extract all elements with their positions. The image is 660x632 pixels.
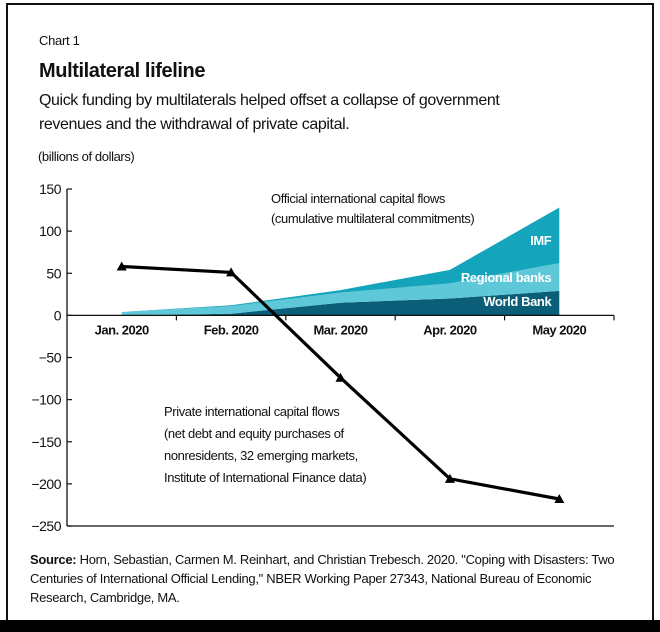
y-tick-label: −250 [31, 518, 61, 534]
annotation-private: Private international capital flows [164, 404, 340, 419]
y-tick-label: 100 [39, 223, 62, 239]
stacked-areas [121, 207, 560, 316]
y-tick-label: −200 [31, 476, 61, 492]
y-axis-unit: (billions of dollars) [38, 149, 135, 164]
axes: 150 100 50 0 −50 −100 −150 −200 −250 Jan. 2020 Feb… [31, 181, 615, 534]
y-tick-label: 0 [54, 307, 62, 323]
source-text: Horn, Sebastian, Carmen M. Reinhart, and… [30, 552, 615, 605]
annotation-private: (net debt and equity purchases of [164, 426, 345, 441]
area-regional-banks [121, 263, 560, 316]
series-label-imf: IMF [530, 233, 552, 248]
chart-frame [6, 3, 654, 620]
chart-title: Multilateral lifeline [39, 60, 206, 82]
chart-subtitle: Quick funding by multilaterals helped of… [39, 92, 500, 133]
y-tick-label: −150 [31, 434, 61, 450]
x-tick-label: May 2020 [532, 322, 586, 337]
y-tick-label: 50 [46, 265, 61, 281]
source-note: Source: Horn, Sebastian, Carmen M. Reinh… [30, 550, 630, 607]
source-label: Source: [30, 552, 77, 567]
annotation-official: Official international capital flows [271, 191, 446, 206]
chart-labels: World Bank Regional banks IMF Official inte… [164, 191, 553, 485]
triangle-marker [444, 473, 455, 483]
bottom-bar [0, 620, 660, 632]
y-tick-label: −100 [31, 392, 61, 408]
chart-kicker: Chart 1 [39, 33, 80, 48]
triangle-marker [226, 267, 237, 277]
series-label-world-bank: World Bank [483, 294, 552, 309]
y-tick-label: 150 [39, 181, 62, 197]
area-world-bank [121, 290, 560, 316]
triangle-marker [554, 494, 565, 504]
annotation-official: (cumulative multilateral commitments) [271, 211, 474, 226]
x-tick-label: Feb. 2020 [204, 322, 259, 337]
y-tick-label: −50 [39, 350, 62, 366]
x-tick-label: Jan. 2020 [95, 322, 149, 337]
triangle-marker [335, 372, 346, 382]
x-tick-label: Mar. 2020 [313, 322, 367, 337]
series-label-regional-banks: Regional banks [461, 270, 552, 285]
annotation-private: Institute of International Finance data) [164, 470, 366, 485]
private-flows-line [116, 261, 565, 504]
triangle-marker [116, 261, 127, 271]
area-imf [121, 207, 560, 312]
x-tick-label: Apr. 2020 [423, 322, 477, 337]
annotation-private: nonresidents, 32 emerging markets, [164, 448, 358, 463]
